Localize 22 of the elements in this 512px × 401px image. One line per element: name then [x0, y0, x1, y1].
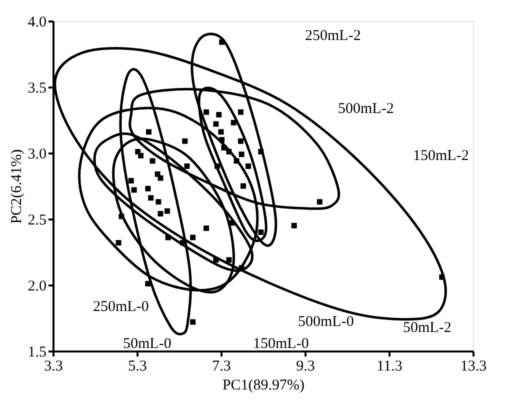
y-axis-title: PC2(6.41%) — [8, 149, 25, 224]
y-tick-label: 2.0 — [28, 278, 46, 294]
annotation: 50mL-0 — [123, 336, 172, 352]
x-tick-label: 11.3 — [376, 358, 402, 374]
annotation: 500mL-0 — [298, 314, 354, 330]
y-tick-label: 3.5 — [28, 80, 46, 96]
x-tick-label: 3.3 — [44, 358, 63, 374]
x-tick-label: 7.3 — [212, 358, 231, 374]
annotation: 150mL-0 — [253, 336, 309, 352]
annotation: 150mL-2 — [413, 148, 469, 164]
y-tick-label: 2.5 — [28, 212, 46, 228]
x-axis-title: PC1(89.97%) — [222, 378, 305, 394]
y-tick-label: 4.0 — [28, 14, 46, 30]
annotation: 50mL-2 — [403, 320, 452, 336]
x-tick-label: 9.3 — [296, 358, 315, 374]
annotation: 250mL-0 — [93, 299, 149, 315]
annotation: 500mL-2 — [338, 101, 394, 117]
annotation: 250mL-2 — [305, 28, 361, 44]
y-tick-label: 3.0 — [28, 146, 46, 162]
x-tick-label: 13.3 — [460, 358, 487, 374]
x-tick-label: 5.3 — [128, 358, 147, 374]
y-tick-label: 1.5 — [28, 344, 46, 360]
